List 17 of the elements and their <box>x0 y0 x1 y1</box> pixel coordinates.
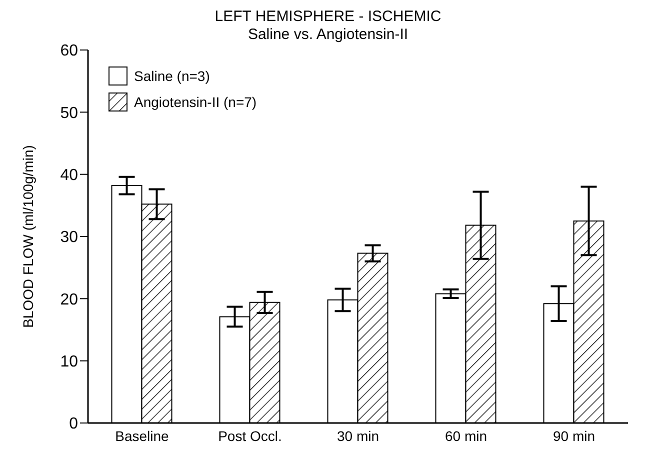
legend-label: Saline (n=3) <box>134 67 210 86</box>
x-tick-label: Post Occl. <box>218 428 282 444</box>
y-tick-label: 20 <box>60 291 78 308</box>
y-tick-label: 50 <box>60 104 78 122</box>
y-tick-label: 30 <box>60 229 78 246</box>
x-tick-label: 60 min <box>444 428 488 444</box>
x-tick-label: Baseline <box>115 428 170 444</box>
y-axis-title: BLOOD FLOW (ml/100g/min) <box>20 145 36 328</box>
y-tick-label: 10 <box>60 354 78 371</box>
y-tick-label: 0 <box>69 416 78 433</box>
chart-subtitle: Saline vs. Angiotensin-II <box>246 26 410 44</box>
x-tick-label: 30 min <box>336 428 380 444</box>
y-tick-label: 60 <box>60 42 78 60</box>
chart-title: LEFT HEMISPHERE - ISCHEMIC <box>214 8 442 26</box>
y-tick-label: 40 <box>60 167 78 184</box>
legend-label: Angiotensin-II (n=7) <box>134 93 257 112</box>
x-tick-label: 90 min <box>552 428 596 444</box>
